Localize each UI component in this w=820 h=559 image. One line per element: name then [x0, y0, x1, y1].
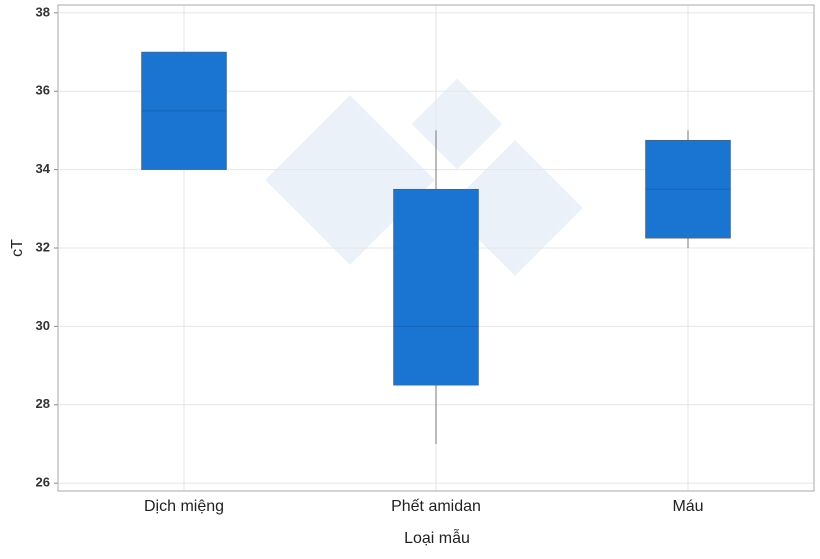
y-tick-label: 30 — [36, 318, 50, 333]
y-tick-label: 32 — [36, 239, 50, 254]
y-axis-title: cT — [9, 239, 26, 257]
plot-border — [57, 4, 815, 492]
x-axis-title: Loại mẫu — [404, 528, 470, 547]
y-tick-label: 26 — [36, 475, 50, 490]
x-tick-label: Máu — [672, 498, 703, 515]
y-tick-label: 38 — [36, 4, 50, 19]
x-tick-label: Dịch miệng — [144, 498, 224, 515]
y-tick-label: 28 — [36, 396, 50, 411]
box — [393, 188, 479, 386]
y-tick-label: 36 — [36, 83, 50, 98]
y-tick-label: 34 — [36, 161, 51, 176]
x-tick-label: Phết amidan — [391, 498, 481, 515]
